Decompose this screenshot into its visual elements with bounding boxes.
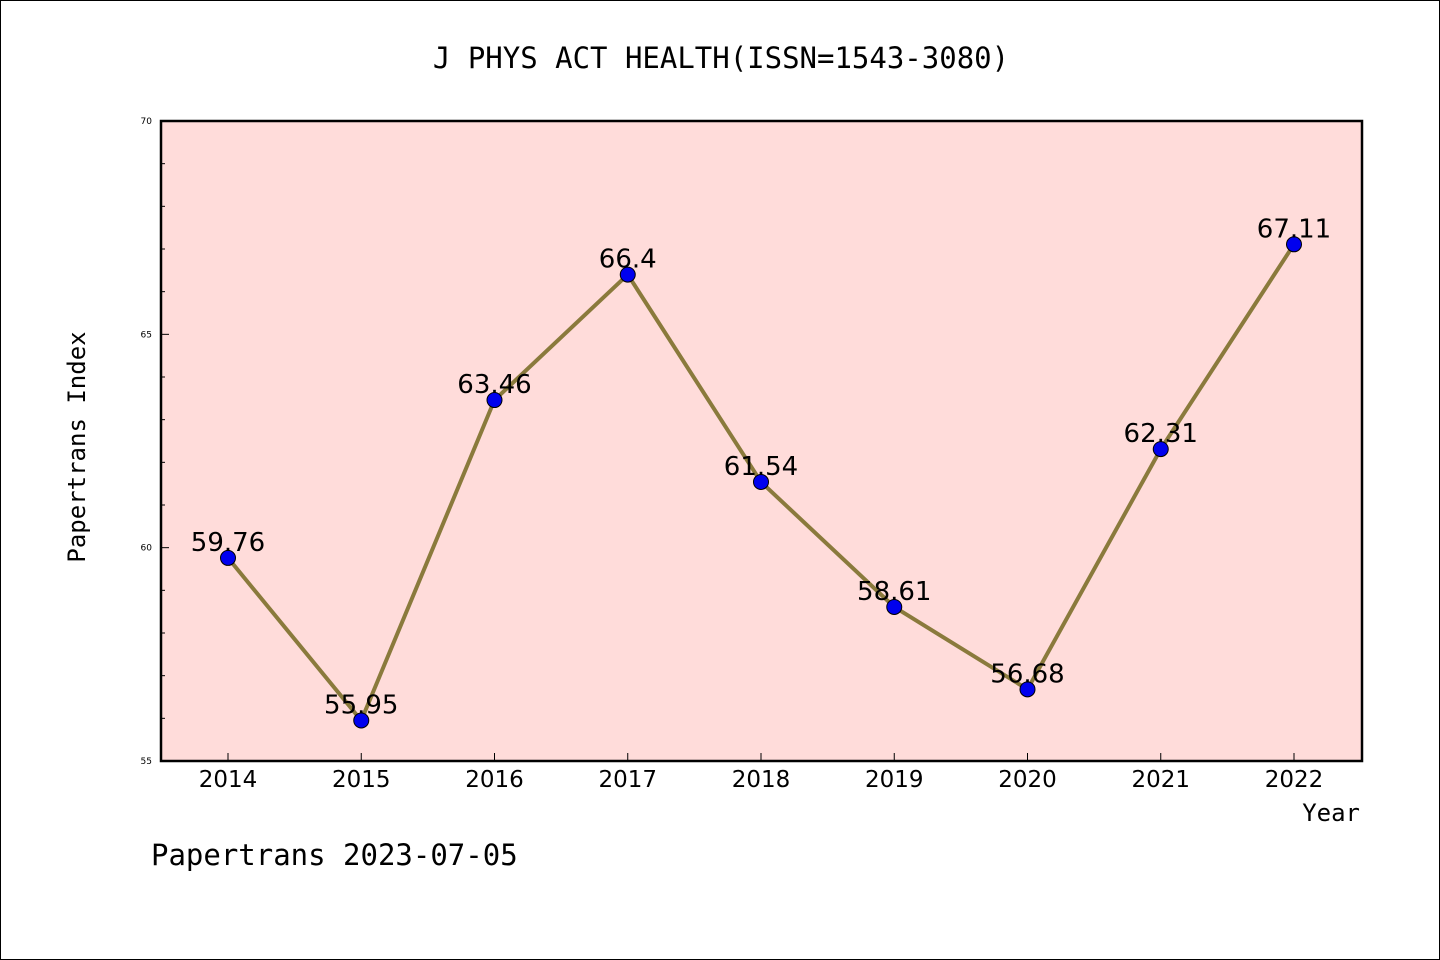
- data-label: 66.4: [599, 245, 657, 275]
- chart-title: J PHYS ACT HEALTH(ISSN=1543-3080): [433, 41, 1009, 75]
- x-tick-label: 2015: [332, 767, 391, 793]
- x-tick-label: 2022: [1265, 767, 1324, 793]
- data-point: [886, 598, 903, 615]
- footer-credit: Papertrans 2023-07-05: [151, 838, 518, 872]
- data-point: [353, 712, 370, 729]
- y-axis: 55 60 65 70: [141, 117, 169, 767]
- data-label: 56.68: [990, 659, 1064, 689]
- y-tick-label: 55: [141, 757, 152, 767]
- data-label: 61.54: [724, 452, 798, 482]
- y-tick-label: 65: [141, 330, 152, 340]
- data-point: [1152, 441, 1169, 458]
- y-tick-label: 60: [141, 544, 153, 554]
- y-axis-label: Papertrans Index: [63, 331, 91, 562]
- data-points: [220, 236, 1302, 729]
- y-tick-label: 70: [141, 117, 153, 127]
- x-tick-label: 2018: [732, 767, 791, 793]
- plot-area: [159, 119, 1364, 763]
- data-point: [1019, 681, 1036, 698]
- x-tick-label: 2016: [465, 767, 524, 793]
- data-label: 59.76: [191, 528, 265, 558]
- data-point: [1286, 236, 1302, 253]
- x-tick-label: 2021: [1131, 767, 1190, 793]
- data-label: 58.61: [857, 577, 931, 607]
- x-axis-label: Year: [1302, 799, 1360, 827]
- x-tick-label: 2014: [199, 767, 258, 793]
- data-label: 55.95: [324, 690, 398, 720]
- data-point: [619, 266, 636, 283]
- x-tick-label: 2017: [598, 767, 657, 793]
- data-point: [220, 549, 236, 566]
- x-axis: 2014 2015 2016 2017 2018 2019 2020 2021 2022: [199, 753, 1324, 793]
- data-label: 67.11: [1257, 214, 1331, 244]
- data-point: [486, 392, 503, 409]
- data-label: 62.31: [1124, 419, 1198, 449]
- data-labels: 59.76 55.95 63.46 66.4 61.54 58.61 56.68 62.31 6…: [191, 214, 1331, 720]
- x-tick-label: 2019: [865, 767, 924, 793]
- data-point: [753, 473, 769, 490]
- data-label: 63.46: [457, 370, 531, 400]
- x-tick-label: 2020: [998, 767, 1057, 793]
